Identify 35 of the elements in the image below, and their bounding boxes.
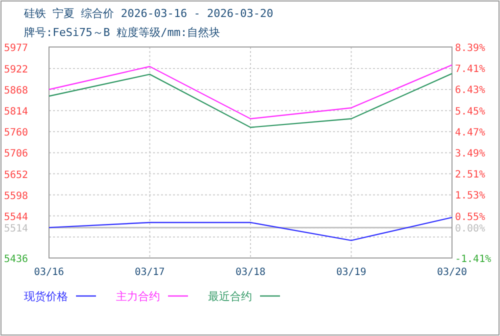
chart-subtitle: 牌号:FeSi75～B 粒度等级/mm:自然块 — [24, 26, 220, 39]
y-tick-label: 5868 — [4, 86, 28, 97]
x-tick-label: 03/18 — [235, 267, 266, 278]
legend-label: 主力合约 — [116, 290, 160, 303]
x-tick-label: 03/20 — [436, 267, 468, 278]
y-tick-label: 5706 — [4, 148, 28, 160]
chart-title: 硅铁 宁夏 综合价 2026-03-16 - 2026-03-20 — [23, 7, 274, 20]
x-tick-label: 03/16 — [34, 267, 64, 278]
y-tick-label: 5514 — [4, 224, 28, 235]
y2-tick-label: 0.00% — [455, 224, 486, 235]
y-tick-label: 5922 — [4, 64, 28, 76]
y2-tick-label: 3.49% — [455, 148, 486, 160]
y-tick-label: 5436 — [4, 254, 28, 265]
line-series — [48, 64, 453, 120]
y2-tick-label: 2.51% — [455, 170, 486, 181]
y-tick-label: 5760 — [4, 128, 28, 139]
y-tick-label: 5814 — [4, 106, 28, 118]
y2-tick-label: -1.41% — [455, 254, 492, 265]
y2-tick-label: 7.41% — [455, 64, 486, 76]
y-tick-label: 5652 — [4, 170, 28, 181]
y2-tick-label: 6.43% — [455, 85, 486, 96]
y2-tick-label: 5.45% — [455, 106, 486, 118]
y-tick-label: 5544 — [4, 212, 28, 223]
legend-label: 最近合约 — [208, 290, 252, 303]
y2-tick-label: 1.53% — [455, 190, 486, 202]
y2-tick-label: 0.55% — [455, 212, 486, 223]
y2-tick-label: 4.47% — [455, 127, 486, 138]
y-tick-label: 5598 — [4, 190, 28, 202]
y-tick-label: 5977 — [4, 43, 28, 54]
x-tick-label: 03/17 — [134, 267, 165, 278]
x-tick-label: 03/19 — [336, 267, 366, 278]
legend-label: 现货价格 — [24, 290, 68, 303]
y2-tick-label: 8.39% — [455, 43, 486, 54]
line-series — [48, 216, 453, 242]
line-series — [48, 72, 453, 128]
